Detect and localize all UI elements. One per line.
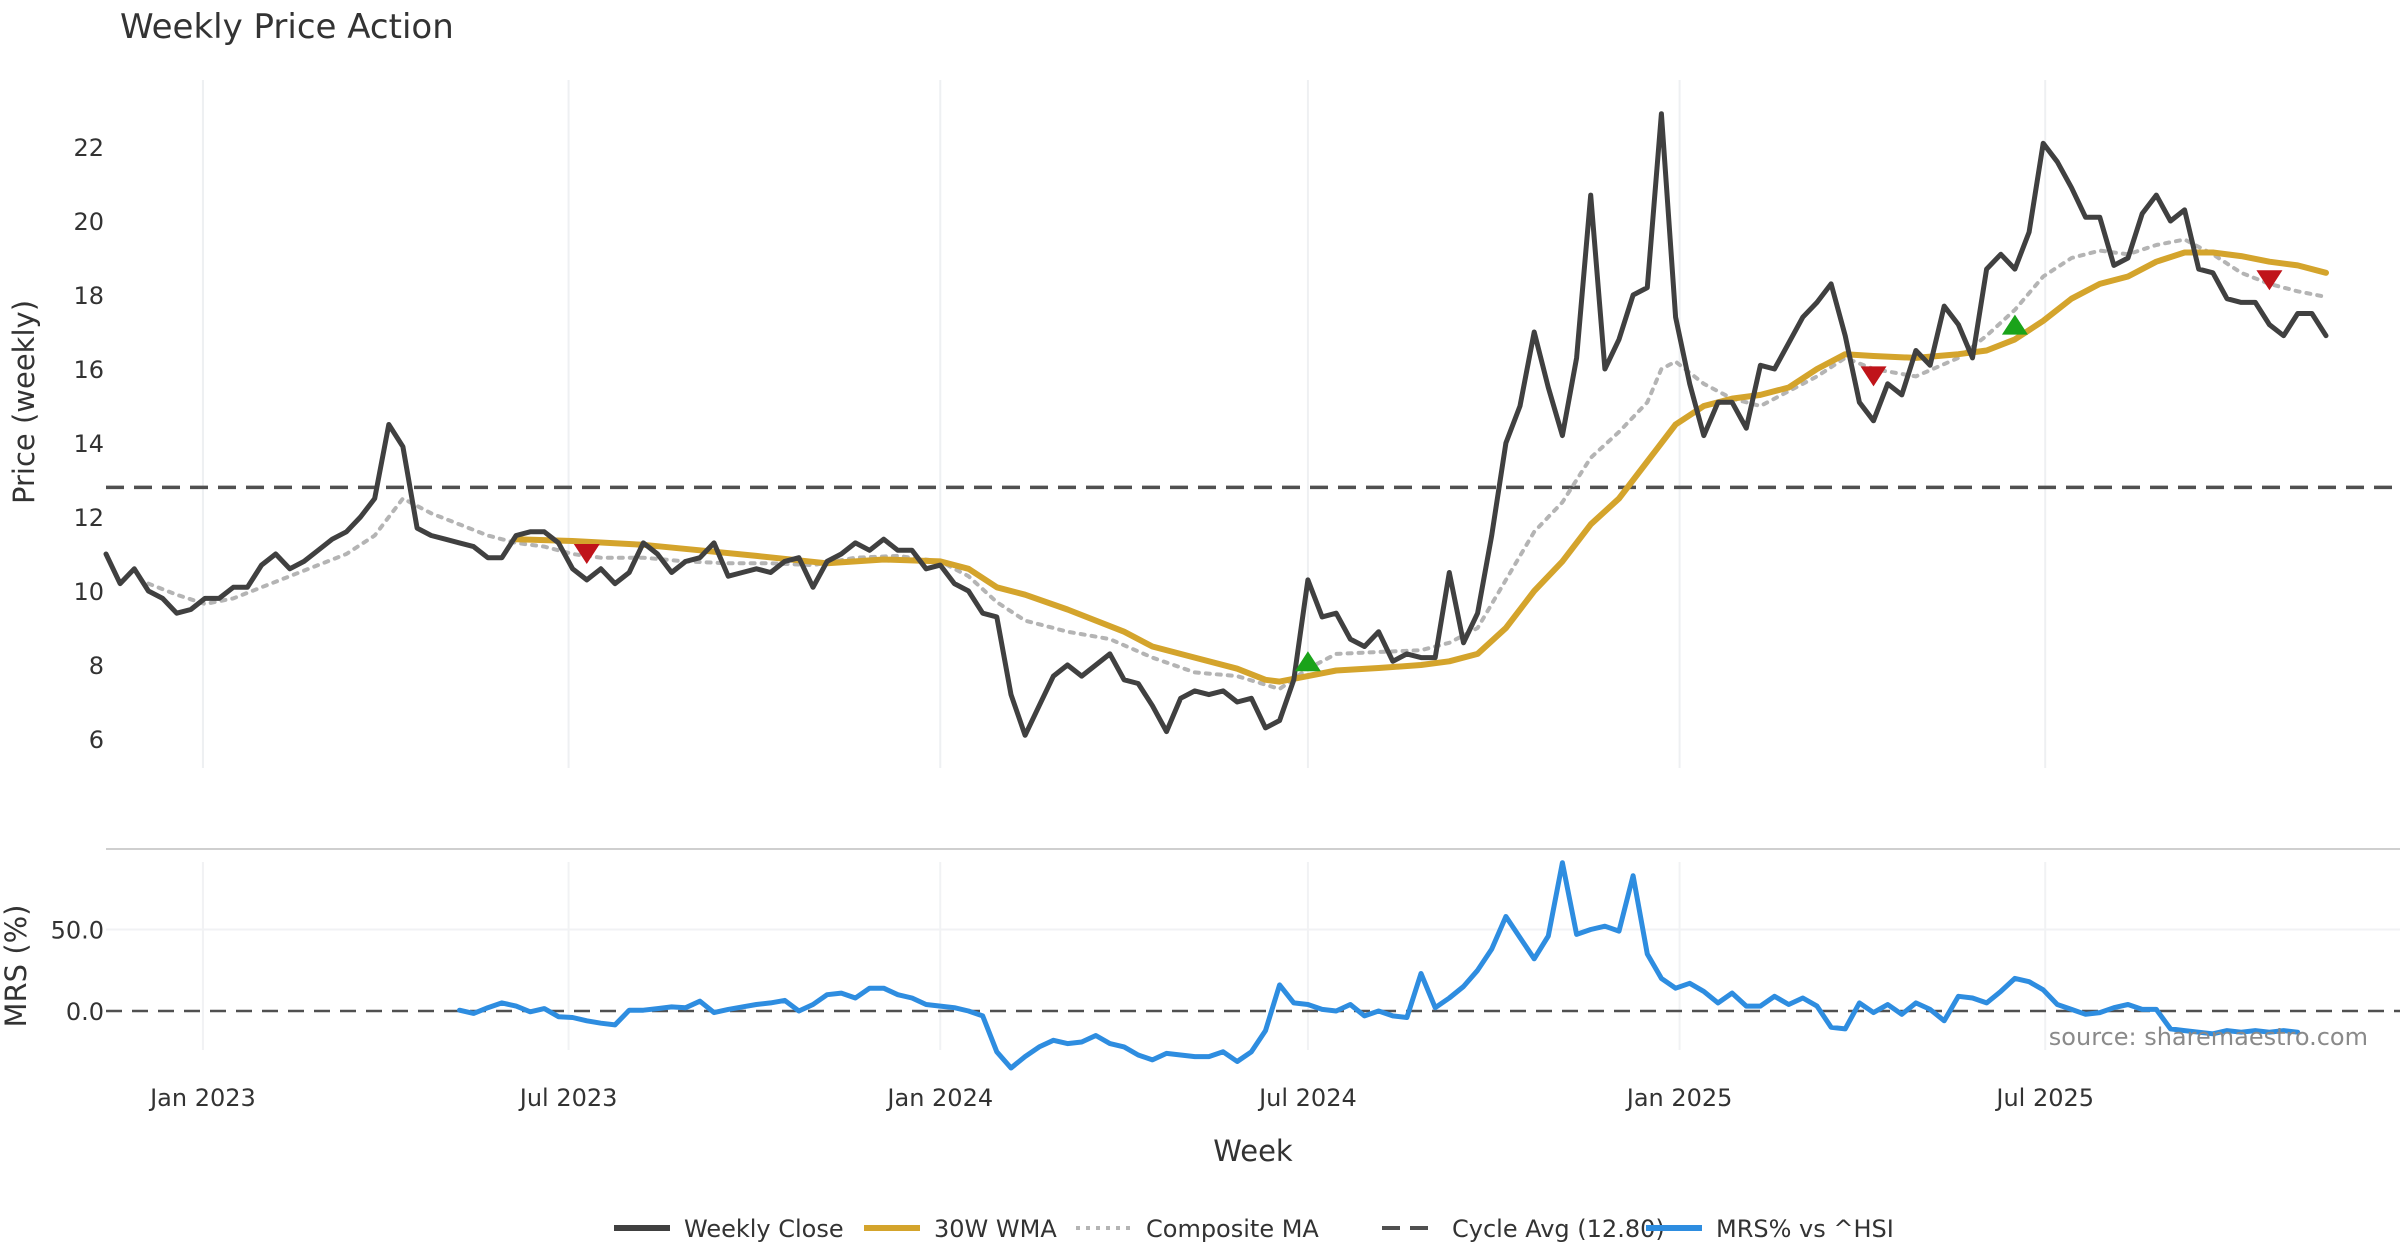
series-mrs-vs-hsi <box>457 860 2301 1071</box>
x-axis-label: Week <box>1213 1134 1293 1168</box>
series-composite-ma <box>146 237 2328 691</box>
x-axis-ticks: Jan 2023 Jul 2023 Jan 2024 Jul 2024 Jan 2025… <box>148 1084 2094 1112</box>
x-tick-label: Jan 2024 <box>885 1084 993 1112</box>
y-tick-label: 22 <box>73 134 104 162</box>
legend: Weekly Close 30W WMA Composite MA Cycle Avg… <box>614 1215 1894 1243</box>
y-tick-label: 14 <box>73 430 104 458</box>
x-tick-label: Jul 2024 <box>1257 1084 1357 1112</box>
legend-label-composite-ma: Composite MA <box>1146 1215 1319 1243</box>
y-tick-label: 20 <box>73 208 104 236</box>
legend-label-30w-wma: 30W WMA <box>934 1215 1057 1243</box>
mrs-panel-grid <box>106 862 2400 1050</box>
chart-title: Weekly Price Action <box>120 7 454 47</box>
sell-signal-marker <box>1860 366 1887 387</box>
legend-label-mrs-vs-hsi: MRS% vs ^HSI <box>1716 1215 1894 1243</box>
main-panel-grid <box>201 80 2047 768</box>
x-tick-label: Jul 2025 <box>1994 1084 2094 1112</box>
y-tick-label: 10 <box>73 578 104 606</box>
legend-label-weekly-close: Weekly Close <box>684 1215 844 1243</box>
y-tick-label: 50.0 <box>51 917 104 945</box>
y-tick-label: 18 <box>73 282 104 310</box>
y-axis-label-mrs: MRS (%) <box>0 905 33 1028</box>
source-note: source: sharemaestro.com <box>2049 1023 2368 1051</box>
x-tick-label: Jul 2023 <box>518 1084 618 1112</box>
series-30w-wma <box>513 249 2329 685</box>
y-tick-label: 12 <box>73 504 104 532</box>
main-y-ticks: 6 8 10 12 14 16 18 20 22 <box>73 134 104 754</box>
mrs-series-group <box>457 860 2301 1071</box>
mrs-y-ticks: 0.0 50.0 <box>51 917 104 1027</box>
signal-markers <box>573 270 2283 672</box>
buy-signal-marker <box>1294 651 1321 672</box>
main-series-group <box>103 111 2329 738</box>
y-tick-label: 16 <box>73 356 104 384</box>
sell-signal-marker <box>2256 270 2283 291</box>
x-tick-label: Jan 2025 <box>1625 1084 1733 1112</box>
x-tick-label: Jan 2023 <box>148 1084 256 1112</box>
y-tick-label: 0.0 <box>66 998 104 1026</box>
legend-label-cycle-avg-12-80: Cycle Avg (12.80) <box>1452 1215 1665 1243</box>
series-weekly-close <box>103 111 2329 738</box>
y-axis-label-price: Price (weekly) <box>7 300 41 504</box>
y-tick-label: 8 <box>89 652 104 680</box>
y-tick-label: 6 <box>89 726 104 754</box>
sell-signal-marker <box>573 544 600 564</box>
buy-signal-marker <box>2001 314 2028 335</box>
